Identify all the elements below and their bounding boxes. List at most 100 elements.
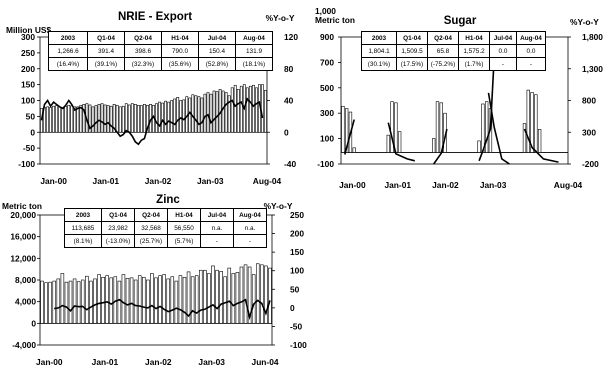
zinc-bar (211, 265, 215, 324)
zinc-y2-tick-label: 50 (290, 284, 300, 294)
zinc-bar (190, 276, 195, 324)
sugar-y2-tick-label: 1,300 (582, 64, 603, 74)
export-bar (224, 92, 228, 133)
zinc-bar (235, 272, 240, 324)
zinc-bar (97, 274, 101, 324)
zinc-yoy-line (54, 298, 271, 321)
export-bar (251, 84, 255, 133)
zinc-bar (137, 275, 142, 324)
export-bar (40, 108, 43, 133)
sugar-chart-title: Sugar (444, 15, 477, 27)
sugar-x-tick-label: Jan-00 (339, 180, 366, 190)
table-cell: (25.7%) (134, 234, 168, 248)
export-bar (170, 100, 174, 133)
zinc-bar (260, 264, 264, 324)
table-cell: 398.6 (124, 44, 162, 58)
zinc-bar (178, 275, 183, 324)
zinc-x-tick-label: Jan-00 (36, 357, 63, 367)
export-bar (245, 87, 249, 133)
export-y-tick-label: 100 (21, 96, 35, 106)
zinc-bar (133, 279, 138, 324)
export-bar (155, 103, 158, 133)
export-bar (182, 99, 186, 133)
zinc-bar (158, 275, 162, 324)
export-y-axis-label: Million US$ (6, 25, 51, 35)
export-x-tick-label: Aug-04 (253, 176, 282, 186)
export-bar (70, 105, 74, 133)
export-bar (82, 104, 86, 133)
export-bar (167, 101, 171, 133)
table-header: 2003 (64, 208, 102, 222)
zinc-bar (227, 267, 232, 324)
zinc-bar (215, 269, 219, 324)
export-bar (140, 105, 143, 133)
export-bar (176, 97, 180, 133)
zinc-bar (80, 279, 85, 324)
table-cell: (1.7%) (458, 57, 490, 71)
export-bar (118, 106, 122, 133)
zinc-bar (44, 282, 48, 324)
table-cell: (17.5%) (396, 57, 428, 71)
zinc-bar (219, 271, 223, 324)
sugar-yoy-line (487, 92, 510, 165)
zinc-bar (121, 274, 126, 324)
table-header: Aug-04 (516, 31, 546, 45)
table-cell: (30.1%) (361, 57, 397, 71)
sugar-y-tick-label: -100 (317, 159, 334, 169)
sugar-bar (481, 103, 485, 153)
table-header: H1-04 (161, 31, 199, 45)
sugar-bar (397, 131, 402, 153)
zinc-bar (125, 278, 130, 324)
export-bar (239, 85, 243, 133)
export-bar (206, 92, 210, 133)
zinc-y2-tick-label: -100 (290, 340, 307, 350)
export-bar (67, 104, 71, 133)
table-header: Q1-04 (396, 31, 428, 45)
table-cell: (35.6%) (161, 57, 199, 71)
sugar-yoy-line (433, 128, 448, 165)
table-header: H1-04 (458, 31, 490, 45)
table-cell: - (489, 57, 517, 71)
sugar-bar (537, 129, 542, 153)
export-bar (221, 90, 225, 133)
zinc-bar (64, 281, 69, 324)
table-cell: (52.8%) (198, 57, 236, 71)
table-header: Q1-04 (87, 31, 125, 45)
export-bar (112, 104, 116, 133)
export-bar (58, 106, 62, 133)
export-y-tick-label: 50 (26, 111, 36, 121)
export-bar (261, 84, 264, 133)
export-bar (88, 104, 92, 133)
export-y2-tick-label: 0 (284, 127, 289, 137)
table-cell: 0.0 (516, 44, 546, 58)
export-bar (55, 105, 59, 133)
zinc-bar (40, 280, 44, 324)
export-x-tick-label: Jan-00 (40, 176, 67, 186)
zinc-x-tick-label: Jan-03 (198, 357, 225, 367)
export-y2-tick-label: 80 (284, 64, 294, 74)
table-cell: 23,982 (101, 221, 135, 235)
zinc-bar (182, 276, 187, 324)
table-cell: 790.0 (161, 44, 199, 58)
sugar-y-tick-label: 300 (320, 108, 334, 118)
export-bar (133, 104, 137, 133)
zinc-bar (68, 280, 73, 324)
table-header: Jul-04 (489, 31, 517, 45)
zinc-y-tick-label: -4,000 (12, 340, 36, 350)
zinc-bar (93, 278, 97, 324)
table-cell: (5.7%) (167, 234, 201, 248)
export-bar (97, 104, 101, 133)
export-bar (146, 104, 149, 133)
table-cell: - (233, 234, 267, 248)
table-cell: 65.8 (427, 44, 459, 58)
table-header: Jul-04 (198, 31, 236, 45)
sugar-yoy-line (344, 119, 355, 155)
export-bar (127, 104, 131, 133)
export-bar (209, 93, 213, 133)
export-x-tick-label: Jan-02 (145, 176, 172, 186)
zinc-bar (268, 267, 272, 324)
zinc-y-tick-label: 4,000 (15, 297, 36, 307)
export-bar (212, 90, 216, 133)
table-cell: 391.4 (87, 44, 125, 58)
export-y2-tick-label: 120 (284, 32, 298, 42)
